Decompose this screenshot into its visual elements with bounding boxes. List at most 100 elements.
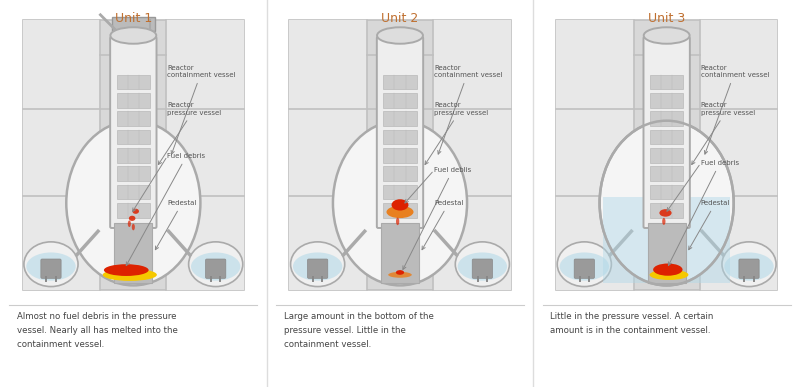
Text: Unit 1: Unit 1: [114, 12, 152, 26]
Bar: [383, 75, 417, 89]
Bar: [290, 19, 367, 109]
Ellipse shape: [24, 242, 78, 286]
Ellipse shape: [377, 27, 423, 44]
Text: Reactor
containment vessel: Reactor containment vessel: [434, 65, 502, 154]
Text: Large amount in the bottom of the
pressure vessel. Little in the
containment ves: Large amount in the bottom of the pressu…: [283, 312, 434, 349]
Text: Pedestal: Pedestal: [155, 200, 197, 250]
Ellipse shape: [191, 252, 240, 281]
Text: Reactor
pressure vessel: Reactor pressure vessel: [425, 102, 488, 164]
Bar: [383, 148, 417, 163]
Ellipse shape: [644, 27, 690, 44]
Bar: [383, 130, 417, 144]
Ellipse shape: [132, 209, 139, 214]
Text: Reactor
containment vessel: Reactor containment vessel: [167, 65, 236, 154]
Ellipse shape: [662, 218, 666, 225]
Bar: [383, 203, 417, 217]
Ellipse shape: [659, 209, 672, 217]
Ellipse shape: [650, 270, 689, 280]
Bar: [22, 109, 100, 196]
Ellipse shape: [333, 121, 467, 285]
FancyBboxPatch shape: [643, 37, 690, 228]
Bar: [650, 75, 683, 89]
Bar: [114, 223, 152, 283]
Text: Fuel debris: Fuel debris: [126, 153, 206, 265]
Bar: [117, 75, 150, 89]
Bar: [117, 148, 150, 163]
FancyBboxPatch shape: [307, 259, 328, 278]
Ellipse shape: [722, 242, 776, 286]
FancyBboxPatch shape: [472, 259, 493, 278]
Bar: [22, 19, 100, 109]
Ellipse shape: [66, 121, 200, 285]
FancyBboxPatch shape: [377, 37, 423, 228]
Bar: [290, 196, 367, 290]
Ellipse shape: [388, 272, 412, 278]
Bar: [117, 203, 150, 217]
Bar: [166, 109, 244, 196]
Bar: [650, 148, 683, 163]
Text: Little in the pressure vessel. A certain
amount is in the containment vessel.: Little in the pressure vessel. A certain…: [550, 312, 714, 335]
Bar: [650, 166, 683, 181]
Bar: [650, 203, 683, 217]
Ellipse shape: [396, 217, 399, 225]
Bar: [433, 19, 510, 109]
Ellipse shape: [290, 242, 345, 286]
Text: Fuel deblis: Fuel deblis: [403, 167, 471, 269]
Text: Unit 3: Unit 3: [648, 12, 686, 26]
Ellipse shape: [396, 270, 404, 275]
Text: Reactor
pressure vessel: Reactor pressure vessel: [158, 102, 222, 164]
FancyBboxPatch shape: [574, 259, 594, 278]
Bar: [650, 130, 683, 144]
Bar: [700, 196, 778, 290]
Ellipse shape: [724, 252, 774, 281]
Text: Almost no fuel debris in the pressure
vessel. Nearly all has melted into the
con: Almost no fuel debris in the pressure ve…: [17, 312, 178, 349]
FancyBboxPatch shape: [206, 259, 226, 278]
Bar: [117, 130, 150, 144]
Bar: [556, 196, 634, 290]
Bar: [383, 93, 417, 108]
Text: Fuel debris: Fuel debris: [669, 160, 739, 265]
Bar: [290, 109, 367, 196]
FancyBboxPatch shape: [739, 259, 759, 278]
Bar: [166, 19, 244, 109]
FancyBboxPatch shape: [41, 259, 61, 278]
Text: Pedestal: Pedestal: [422, 200, 463, 250]
Ellipse shape: [600, 121, 734, 285]
Bar: [117, 166, 150, 181]
Bar: [700, 109, 778, 196]
Bar: [383, 185, 417, 199]
Ellipse shape: [653, 264, 682, 276]
Bar: [650, 111, 683, 126]
Ellipse shape: [189, 242, 242, 286]
Ellipse shape: [132, 224, 135, 230]
Ellipse shape: [102, 269, 157, 281]
Bar: [117, 185, 150, 199]
Text: Reactor
pressure vessel: Reactor pressure vessel: [692, 102, 755, 164]
Bar: [22, 196, 100, 290]
Bar: [433, 196, 510, 290]
Bar: [556, 19, 634, 109]
Bar: [433, 109, 510, 196]
Ellipse shape: [386, 206, 414, 218]
Bar: [650, 185, 683, 199]
Ellipse shape: [110, 27, 156, 44]
Bar: [648, 223, 686, 283]
Ellipse shape: [391, 199, 409, 211]
Ellipse shape: [293, 252, 342, 281]
FancyBboxPatch shape: [112, 17, 154, 31]
Text: Reactor
containment vessel: Reactor containment vessel: [701, 65, 770, 154]
Ellipse shape: [104, 264, 149, 276]
Ellipse shape: [129, 216, 135, 221]
Bar: [603, 197, 730, 283]
Ellipse shape: [558, 242, 611, 286]
Ellipse shape: [455, 242, 510, 286]
Text: Unit 2: Unit 2: [382, 12, 418, 26]
Bar: [117, 111, 150, 126]
FancyBboxPatch shape: [110, 37, 157, 228]
Bar: [383, 111, 417, 126]
Bar: [700, 19, 778, 109]
Ellipse shape: [26, 252, 76, 281]
Text: Pedestal: Pedestal: [689, 200, 730, 250]
Bar: [166, 196, 244, 290]
Bar: [556, 109, 634, 196]
